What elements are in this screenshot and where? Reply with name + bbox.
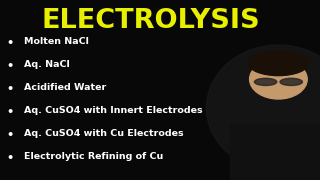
Text: Acidified Water: Acidified Water: [24, 83, 106, 92]
Text: Aq. NaCl: Aq. NaCl: [24, 60, 70, 69]
FancyBboxPatch shape: [230, 124, 320, 180]
Text: •: •: [6, 83, 14, 96]
Text: •: •: [6, 60, 14, 73]
Text: Aq. CuSO4 with Innert Electrodes: Aq. CuSO4 with Innert Electrodes: [24, 106, 203, 115]
Ellipse shape: [280, 78, 302, 86]
Text: •: •: [6, 152, 14, 165]
Text: •: •: [6, 106, 14, 119]
Text: Electrolytic Refining of Cu: Electrolytic Refining of Cu: [24, 152, 163, 161]
Ellipse shape: [248, 50, 309, 76]
Text: •: •: [6, 37, 14, 50]
Text: Aq. CuSO4 with Cu Electrodes: Aq. CuSO4 with Cu Electrodes: [24, 129, 184, 138]
Ellipse shape: [250, 59, 307, 99]
Text: •: •: [6, 129, 14, 142]
Ellipse shape: [254, 78, 277, 86]
Text: ELECTROLYSIS: ELECTROLYSIS: [41, 8, 260, 34]
Text: Molten NaCl: Molten NaCl: [24, 37, 89, 46]
Ellipse shape: [206, 45, 320, 171]
